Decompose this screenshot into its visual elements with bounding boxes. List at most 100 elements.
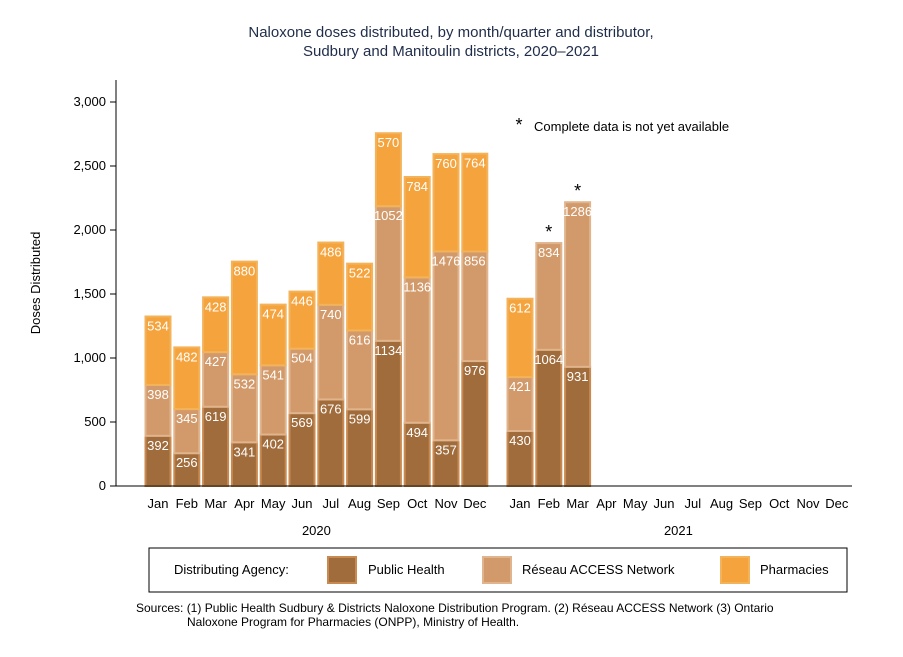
data-label-pharmacies: 474 — [262, 307, 284, 322]
x-axis: Jan Feb Mar Apr May Jun Jul Aug Sep Oct Nov Dec 2020… — [116, 485, 852, 538]
data-label-reseau-access: 1476 — [432, 253, 461, 268]
chart-title-line1: Naloxone doses distributed, by month/qua… — [248, 24, 653, 41]
bar-segment-reseau-access — [432, 250, 460, 442]
data-label-reseau-access: 532 — [234, 376, 256, 391]
data-label-pharmacies: 522 — [349, 266, 371, 281]
x-tick-label: Oct — [769, 496, 790, 511]
bar-segment-reseau-access — [374, 205, 402, 342]
bar-segment-pharmacies — [230, 260, 258, 376]
data-label-reseau-access: 616 — [349, 332, 371, 347]
bar-segment-pharmacies — [403, 176, 431, 279]
bar-segment-pharmacies — [288, 290, 316, 350]
data-label-pharmacies: 446 — [291, 294, 313, 309]
x-tick-label: Nov — [434, 496, 458, 511]
bar-segment-pharmacies — [202, 296, 230, 354]
legend-item-reseau-access: Réseau ACCESS Network — [522, 562, 675, 577]
data-label-public-health: 256 — [176, 455, 198, 470]
note-text: Complete data is not yet available — [534, 119, 729, 134]
data-label-reseau-access: 740 — [320, 307, 342, 322]
data-label-pharmacies: 570 — [378, 135, 400, 150]
x-tick-label: Dec — [463, 496, 487, 511]
data-label-public-health: 1064 — [534, 352, 563, 367]
data-label-reseau-access: 1286 — [563, 204, 592, 219]
data-label-pharmacies: 784 — [406, 179, 428, 194]
data-label-public-health: 931 — [567, 369, 589, 384]
legend: Distributing Agency: Public Health Résea… — [148, 547, 848, 593]
data-label-public-health: 392 — [147, 438, 169, 453]
bar-segment-pharmacies — [144, 315, 172, 386]
x-tick-label: Jul — [322, 496, 339, 511]
bar-segment-reseau-access — [346, 329, 374, 411]
data-label-reseau-access: 427 — [205, 354, 227, 369]
source-line1: Sources: (1) Public Health Sudbury & Dis… — [136, 601, 774, 615]
data-label-pharmacies: 880 — [234, 264, 256, 279]
data-label-reseau-access: 834 — [538, 245, 560, 260]
y-tick-label: 0 — [99, 478, 106, 493]
data-label-public-health: 357 — [435, 442, 457, 457]
data-label-public-health: 402 — [262, 437, 284, 452]
bar-segment-pharmacies — [173, 346, 201, 411]
x-tick-label: Aug — [348, 496, 371, 511]
x-tick-label: Mar — [566, 496, 589, 511]
bar-group: 392 398 534 256 345 482 619 427 428 341 532 880 402 5… — [144, 132, 592, 488]
y-tick-label: 3,000 — [73, 94, 106, 109]
x-group-label: 2020 — [302, 523, 331, 538]
bar-segment-public-health — [535, 348, 563, 488]
data-label-public-health: 599 — [349, 411, 371, 426]
incomplete-asterisk: * — [574, 181, 581, 201]
bar-segment-pharmacies — [346, 262, 374, 332]
y-tick-label: 2,000 — [73, 222, 106, 237]
x-tick-label: Sep — [377, 496, 400, 511]
bar-segment-public-health — [564, 365, 592, 487]
data-label-public-health: 976 — [464, 363, 486, 378]
bar-segment-public-health — [144, 434, 172, 488]
y-axis: 0 500 1,000 1,500 2,000 2,500 3,000 Doses Distr… — [28, 80, 117, 493]
chart-title-line2: Sudbury and Manitoulin districts, 2020–2… — [303, 43, 599, 60]
bar-segment-reseau-access — [564, 201, 592, 368]
x-tick-label: May — [623, 496, 648, 511]
data-label-public-health: 569 — [291, 415, 313, 430]
note-asterisk: * — [515, 115, 522, 135]
x-tick-label: Nov — [796, 496, 820, 511]
x-tick-label: Jun — [292, 496, 313, 511]
data-label-reseau-access: 398 — [147, 387, 169, 402]
bar-segment-pharmacies — [317, 241, 345, 306]
data-label-public-health: 1134 — [374, 343, 402, 358]
x-tick-label: Jan — [510, 496, 531, 511]
bar-segment-pharmacies — [506, 297, 534, 379]
x-tick-label: Jun — [654, 496, 675, 511]
bar-segment-reseau-access — [403, 276, 431, 424]
data-label-public-health: 676 — [320, 401, 342, 416]
bar-segment-pharmacies — [461, 152, 489, 253]
y-tick-label: 1,000 — [73, 350, 106, 365]
bar-segment-reseau-access — [144, 383, 172, 437]
data-label-public-health: 494 — [406, 425, 428, 440]
bar-segment-public-health — [230, 441, 258, 487]
x-tick-label: Apr — [234, 496, 255, 511]
data-label-reseau-access: 856 — [464, 254, 486, 269]
data-label-public-health: 430 — [509, 433, 531, 448]
legend-swatch-reseau-access — [482, 556, 512, 584]
bar-segment-public-health — [374, 339, 402, 487]
legend-label: Distributing Agency: — [174, 562, 289, 577]
data-label-pharmacies: 760 — [435, 156, 457, 171]
data-label-pharmacies: 486 — [320, 245, 342, 260]
bar-segment-reseau-access — [535, 242, 563, 351]
bar-segment-pharmacies — [432, 153, 460, 253]
data-label-pharmacies: 482 — [176, 349, 198, 364]
source-line2: Naloxone Program for Pharmacies (ONPP), … — [187, 615, 519, 629]
data-label-public-health: 619 — [205, 409, 227, 424]
data-label-reseau-access: 1052 — [374, 208, 403, 223]
data-label-reseau-access: 541 — [262, 367, 284, 382]
bar-segment-public-health — [403, 421, 431, 488]
legend-item-public-health: Public Health — [368, 562, 445, 577]
x-tick-label: Feb — [538, 496, 560, 511]
data-label-pharmacies: 764 — [464, 156, 486, 171]
x-tick-label: Dec — [825, 496, 849, 511]
data-label-pharmacies: 534 — [147, 319, 169, 334]
x-tick-label: Feb — [176, 496, 198, 511]
x-tick-label: Oct — [407, 496, 428, 511]
bar-segment-pharmacies — [374, 132, 402, 208]
x-tick-label: Jul — [684, 496, 701, 511]
x-tick-label: Jan — [148, 496, 169, 511]
